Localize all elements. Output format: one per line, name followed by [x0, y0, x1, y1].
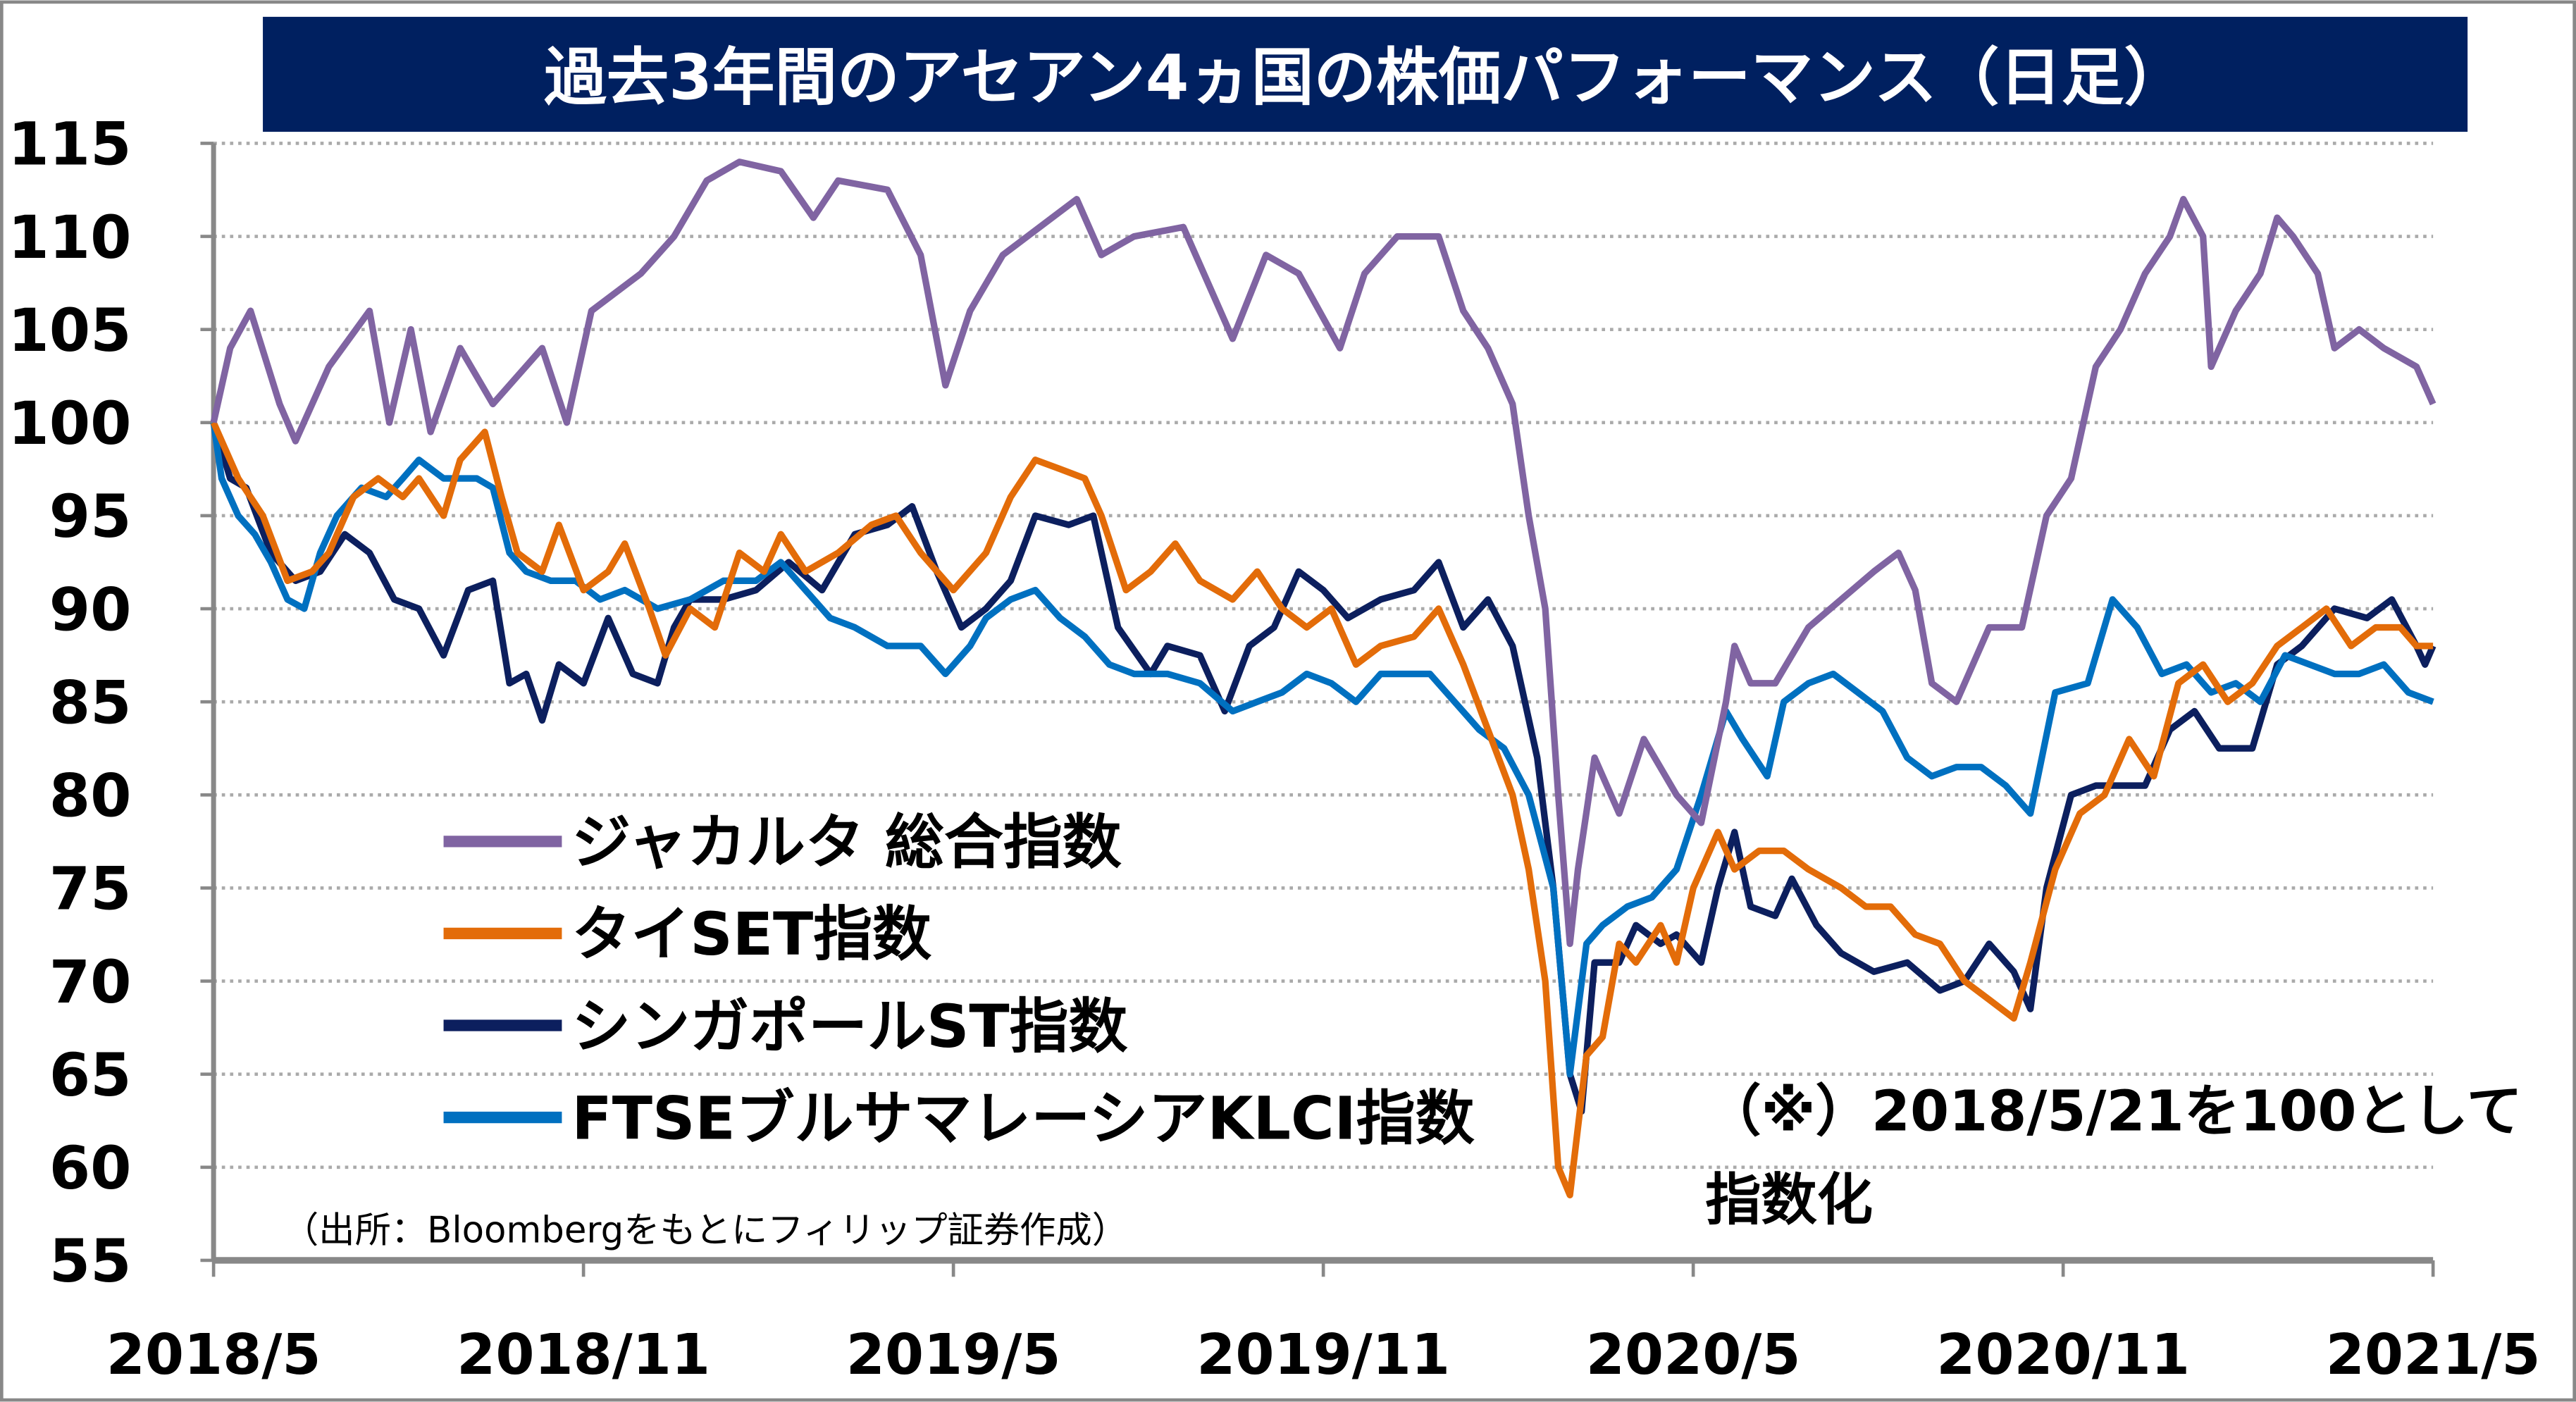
x-axis: 2018/5 2018/11 2019/5 2019/11 2020/5 2020/11 2…: [106, 1257, 2541, 1387]
x-tick-label: 2021/5: [2326, 1322, 2541, 1387]
note-line-1: （※）2018/5/21を100として: [1705, 1079, 2522, 1144]
y-tick-label: 60: [49, 1134, 132, 1203]
y-axis: 115 110 105 100 95 90 85 80 75 70 65 60 55: [8, 110, 216, 1296]
y-tick-label: 80: [49, 762, 132, 831]
series-line-0: [210, 159, 2436, 948]
series-lines: [210, 159, 2436, 1199]
chart-title: 過去3年間のアセアン4ヵ国の株価パフォーマンス（日足）: [544, 41, 2186, 113]
x-tick-label: 2020/11: [1936, 1322, 2190, 1387]
y-tick-label: 115: [8, 110, 131, 179]
note-line-2: 指数化: [1705, 1167, 1873, 1233]
y-tick-label: 75: [49, 855, 132, 924]
series-line-3: [210, 422, 2434, 1078]
source-note: （出所：Bloombergをもとにフィリップ証券作成）: [283, 1209, 1128, 1251]
x-tick-label: 2019/5: [846, 1322, 1061, 1387]
y-tick-label: 110: [8, 203, 131, 272]
y-tick-label: 55: [49, 1227, 132, 1296]
y-tick-label: 90: [49, 575, 132, 644]
y-tick-label: 65: [49, 1041, 132, 1110]
y-tick-label: 70: [49, 948, 132, 1017]
legend-label: タイSET指数: [571, 900, 931, 969]
series-line-1: [210, 421, 2434, 1199]
x-tick-label: 2018/11: [457, 1322, 710, 1387]
y-tick-label: 85: [49, 668, 132, 737]
legend-label: ジャカルタ 総合指数: [571, 808, 1121, 877]
y-tick-label: 95: [49, 482, 132, 551]
gridlines: [213, 142, 2434, 1170]
title-bar: [263, 16, 2468, 132]
legend-label: FTSEブルサマレーシアKLCI指数: [571, 1084, 1474, 1153]
x-tick-label: 2018/5: [106, 1322, 321, 1387]
legend-label: シンガポールST指数: [571, 992, 1127, 1061]
y-tick-label: 105: [8, 296, 131, 365]
series-line-2: [210, 421, 2436, 1115]
y-tick-label: 100: [8, 389, 131, 458]
x-tick-label: 2020/5: [1586, 1322, 1801, 1387]
x-tick-label: 2019/11: [1196, 1322, 1450, 1387]
